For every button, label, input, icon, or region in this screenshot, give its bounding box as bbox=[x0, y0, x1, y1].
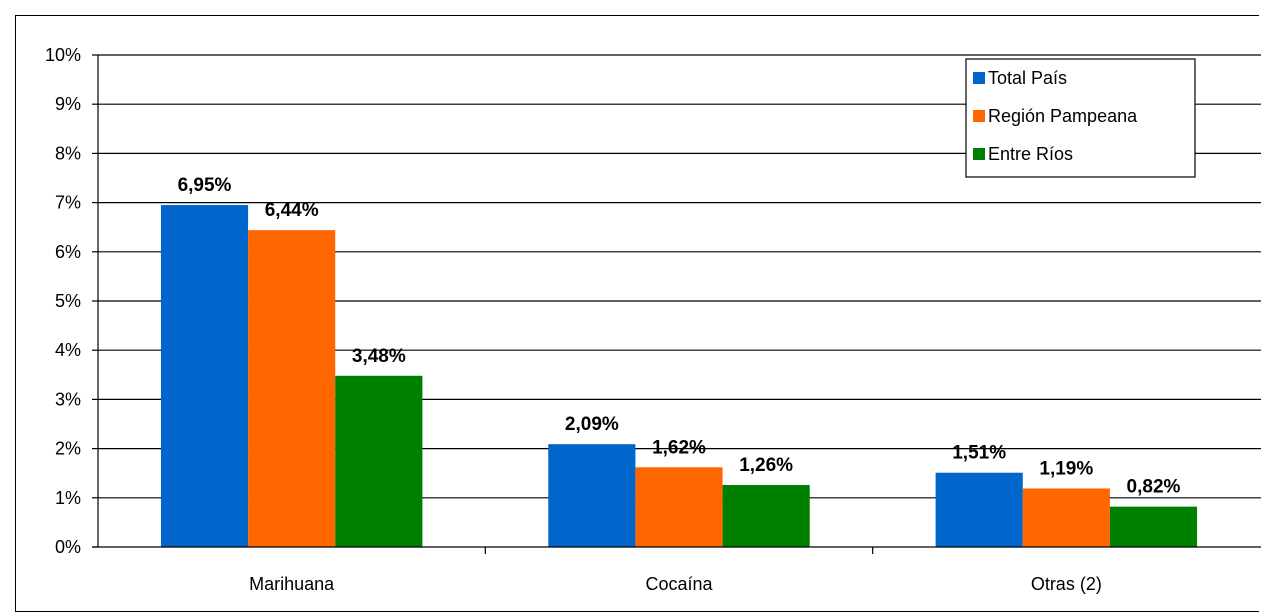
bar bbox=[160, 205, 249, 547]
data-label: 2,09% bbox=[565, 414, 619, 435]
x-tick-label: Cocaína bbox=[645, 574, 713, 594]
x-axis: Marihuana Cocaína Otras (2) bbox=[92, 546, 1261, 594]
data-label: 6,95% bbox=[178, 175, 232, 196]
legend-swatch bbox=[973, 110, 985, 122]
bar bbox=[1022, 488, 1110, 547]
legend-box bbox=[965, 58, 1196, 178]
legend-label: Entre Ríos bbox=[988, 144, 1073, 164]
y-tick-label: 9% bbox=[55, 94, 81, 114]
data-label: 1,26% bbox=[739, 455, 793, 476]
legend-swatch bbox=[973, 148, 985, 160]
legend-swatch bbox=[973, 72, 985, 84]
x-tick-label: Marihuana bbox=[249, 574, 335, 594]
bar bbox=[722, 485, 810, 547]
data-label: 1,51% bbox=[952, 443, 1006, 464]
y-tick-label: 1% bbox=[55, 488, 81, 508]
y-tick-label: 0% bbox=[55, 537, 81, 557]
bar bbox=[335, 375, 423, 547]
y-tick-label: 5% bbox=[55, 291, 81, 311]
y-axis: 0% 1% 2% 3% 4% 5% 6% 7% 8% 9% 10% bbox=[45, 45, 99, 557]
x-tick-label: Otras (2) bbox=[1031, 574, 1102, 594]
bar bbox=[635, 467, 723, 547]
bars bbox=[160, 205, 1198, 548]
y-tick-label: 3% bbox=[55, 389, 81, 409]
y-tick-label: 8% bbox=[55, 143, 81, 163]
data-label: 3,48% bbox=[352, 346, 406, 367]
y-tick-label: 10% bbox=[45, 45, 81, 65]
bar bbox=[1109, 506, 1198, 547]
data-label: 1,19% bbox=[1039, 458, 1093, 479]
y-tick-label: 4% bbox=[55, 340, 81, 360]
data-labels: 6,95% 6,44% 3,48% 2,09% 1,62% 1,26% 1,51% 1,19%… bbox=[178, 175, 1181, 498]
legend: Total País Región Pampeana Entre Ríos bbox=[965, 58, 1196, 178]
data-label: 0,82% bbox=[1127, 477, 1181, 498]
data-label: 6,44% bbox=[265, 200, 319, 221]
data-label: 1,62% bbox=[652, 437, 706, 458]
bar bbox=[548, 444, 636, 547]
bar bbox=[935, 472, 1023, 547]
legend-label: Región Pampeana bbox=[988, 106, 1138, 126]
legend-label: Total País bbox=[988, 68, 1067, 88]
bar bbox=[248, 230, 336, 548]
y-tick-label: 7% bbox=[55, 193, 81, 213]
y-tick-label: 6% bbox=[55, 242, 81, 262]
chart-frame bbox=[15, 15, 1259, 612]
y-tick-label: 2% bbox=[55, 439, 81, 459]
